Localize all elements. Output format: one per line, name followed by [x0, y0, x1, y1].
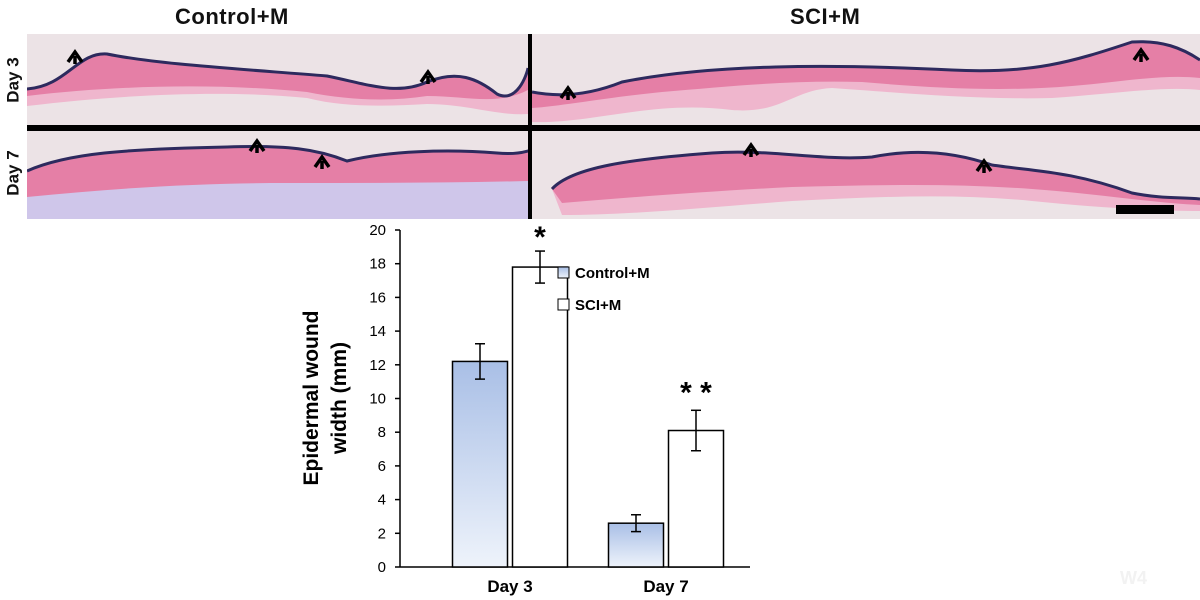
y-tick-label: 20 — [369, 222, 386, 239]
tissue-section-image — [550, 141, 1200, 215]
tissue-section-image — [532, 40, 1200, 123]
y-tick-label: 18 — [369, 256, 386, 273]
legend-swatch-sci — [557, 298, 570, 311]
row-label-day3: Day 3 — [3, 57, 23, 103]
x-category-label: Day 3 — [487, 577, 532, 596]
arrow-marker — [419, 68, 437, 84]
tissue-section-image — [27, 137, 528, 219]
legend-label-sci: SCI+M — [575, 297, 621, 314]
bar-sci-1 — [667, 429, 725, 568]
bar-sci-0 — [511, 266, 569, 568]
arrow-marker — [248, 137, 266, 153]
histology-panel-control-day7 — [27, 131, 528, 219]
y-tick-label: 10 — [369, 391, 386, 408]
legend-swatch-control — [557, 266, 570, 279]
row-label-day7: Day 7 — [3, 150, 23, 196]
arrow-marker — [742, 141, 760, 157]
significance-marker: * * — [680, 376, 712, 409]
y-axis-label-line2: width (mm) — [328, 342, 351, 455]
arrow-marker — [66, 48, 84, 64]
panel-divider-horizontal — [27, 125, 1200, 131]
x-category-label: Day 7 — [643, 577, 688, 596]
sci-column-header: SCI+M — [790, 4, 861, 29]
arrow-marker — [1132, 46, 1150, 62]
arrow-marker — [559, 84, 577, 100]
y-tick-label: 14 — [369, 323, 386, 340]
arrow-marker — [313, 153, 331, 169]
control-column-header: Control+M — [175, 4, 289, 29]
legend-label-control: Control+M — [575, 265, 650, 282]
y-tick-label: 16 — [369, 289, 386, 306]
bar-control-0 — [451, 360, 509, 568]
watermark: W4 — [1120, 568, 1147, 588]
y-tick-label: 4 — [378, 492, 386, 509]
y-axis-label-line1: Epidermal wound — [300, 310, 323, 485]
histology-panel-control-day3 — [27, 34, 528, 125]
bar-chart: Epidermal wound width (mm) 0 2 4 6 8 10 12 14 16… — [300, 221, 750, 596]
histology-panel-sci-day3 — [532, 34, 1200, 125]
histology-panel-sci-day7 — [532, 131, 1200, 219]
tissue-section-image — [27, 48, 528, 115]
y-tick-label: 0 — [378, 559, 386, 576]
y-tick-label: 6 — [378, 458, 386, 475]
scale-bar — [1116, 205, 1174, 214]
significance-marker: * — [534, 221, 546, 254]
y-tick-label: 2 — [378, 525, 386, 542]
y-tick-label: 8 — [378, 424, 386, 441]
y-tick-label: 12 — [369, 357, 386, 374]
arrow-marker — [975, 157, 993, 173]
